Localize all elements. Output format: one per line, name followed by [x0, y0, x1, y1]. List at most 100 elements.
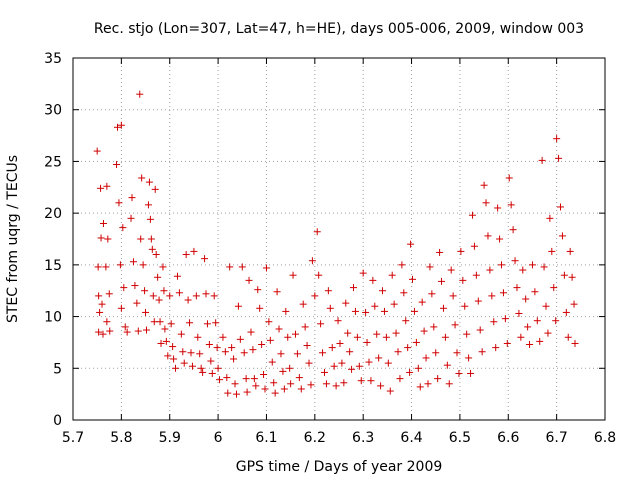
x-tick-label: 5.7	[62, 430, 84, 446]
data-point	[524, 323, 532, 331]
data-point	[564, 333, 572, 341]
data-point	[468, 211, 476, 219]
data-point	[394, 348, 402, 356]
data-point	[546, 214, 554, 222]
data-point	[438, 277, 446, 285]
data-point	[97, 234, 105, 242]
data-point	[426, 263, 434, 271]
data-point	[377, 382, 385, 390]
data-point	[212, 319, 220, 327]
data-point	[526, 340, 534, 348]
y-tick-labels: 0 5 10 15 20 25 30 35	[44, 51, 62, 429]
data-point	[568, 273, 576, 281]
data-point	[151, 185, 159, 193]
data-point	[121, 323, 129, 331]
data-point	[540, 263, 548, 271]
data-point	[552, 317, 560, 325]
data-point	[501, 315, 509, 323]
data-point	[344, 329, 352, 337]
data-point	[305, 359, 313, 367]
data-point	[439, 304, 447, 312]
data-point	[503, 339, 511, 347]
x-tick-label: 6.4	[400, 430, 422, 446]
grid-lines	[72, 57, 606, 421]
data-point	[367, 377, 375, 385]
data-point	[196, 350, 204, 358]
data-point	[279, 367, 287, 375]
data-point	[247, 328, 255, 336]
data-point	[499, 289, 507, 297]
data-point	[380, 307, 388, 315]
data-point	[522, 295, 530, 303]
y-tick-label: 5	[53, 361, 62, 377]
data-point	[201, 255, 209, 263]
data-point	[170, 355, 178, 363]
data-point	[166, 292, 174, 300]
data-point	[123, 328, 131, 336]
data-point	[291, 330, 299, 338]
data-point	[557, 203, 565, 211]
data-point	[103, 182, 111, 190]
data-point	[531, 288, 539, 296]
data-point	[228, 344, 236, 352]
data-point	[270, 379, 278, 387]
data-point	[386, 387, 394, 395]
data-point	[492, 344, 500, 352]
data-point	[120, 284, 128, 292]
data-point	[457, 247, 465, 255]
data-point	[328, 344, 336, 352]
data-point	[282, 307, 290, 315]
data-points	[93, 90, 579, 398]
data-point	[465, 354, 473, 362]
data-point	[238, 263, 246, 271]
data-point	[155, 296, 163, 304]
data-point	[289, 271, 297, 279]
data-point	[299, 300, 307, 308]
data-point	[441, 333, 449, 341]
data-point	[192, 292, 200, 300]
data-point	[128, 194, 136, 202]
y-tick-label: 20	[44, 206, 62, 222]
data-point	[542, 302, 550, 310]
data-point	[317, 320, 325, 328]
data-point	[104, 235, 112, 243]
data-point	[293, 350, 301, 358]
data-point	[422, 354, 430, 362]
data-point	[558, 232, 566, 240]
data-point	[346, 348, 354, 356]
data-point	[320, 368, 328, 376]
data-point	[117, 121, 125, 129]
data-point	[371, 302, 379, 310]
data-point	[197, 364, 205, 372]
data-point	[202, 290, 210, 298]
data-point	[157, 339, 165, 347]
data-point	[430, 323, 438, 331]
data-point	[115, 199, 123, 207]
x-tick-labels: 5.7 5.8 5.9 6 6.1 6.2 6.3 6.4 6.5 6.6 6.7 6.8	[62, 430, 616, 446]
data-point	[286, 364, 294, 372]
data-point	[156, 318, 164, 326]
data-point	[262, 264, 270, 272]
data-point	[538, 156, 546, 164]
data-point	[159, 263, 167, 271]
data-point	[311, 292, 319, 300]
data-point	[297, 385, 305, 393]
data-point	[99, 330, 107, 338]
data-point	[145, 178, 153, 186]
data-point	[199, 368, 207, 376]
data-point	[106, 327, 114, 335]
data-point	[388, 271, 396, 279]
data-point	[536, 337, 544, 345]
data-point	[234, 302, 242, 310]
data-point	[443, 361, 451, 369]
data-point	[105, 290, 113, 298]
data-point	[231, 380, 239, 388]
data-point	[463, 330, 471, 338]
data-point	[116, 261, 124, 269]
data-point	[303, 342, 311, 350]
data-point	[240, 349, 248, 357]
data-point	[330, 362, 338, 370]
data-point	[445, 380, 453, 388]
x-tick-label: 6.1	[255, 430, 277, 446]
